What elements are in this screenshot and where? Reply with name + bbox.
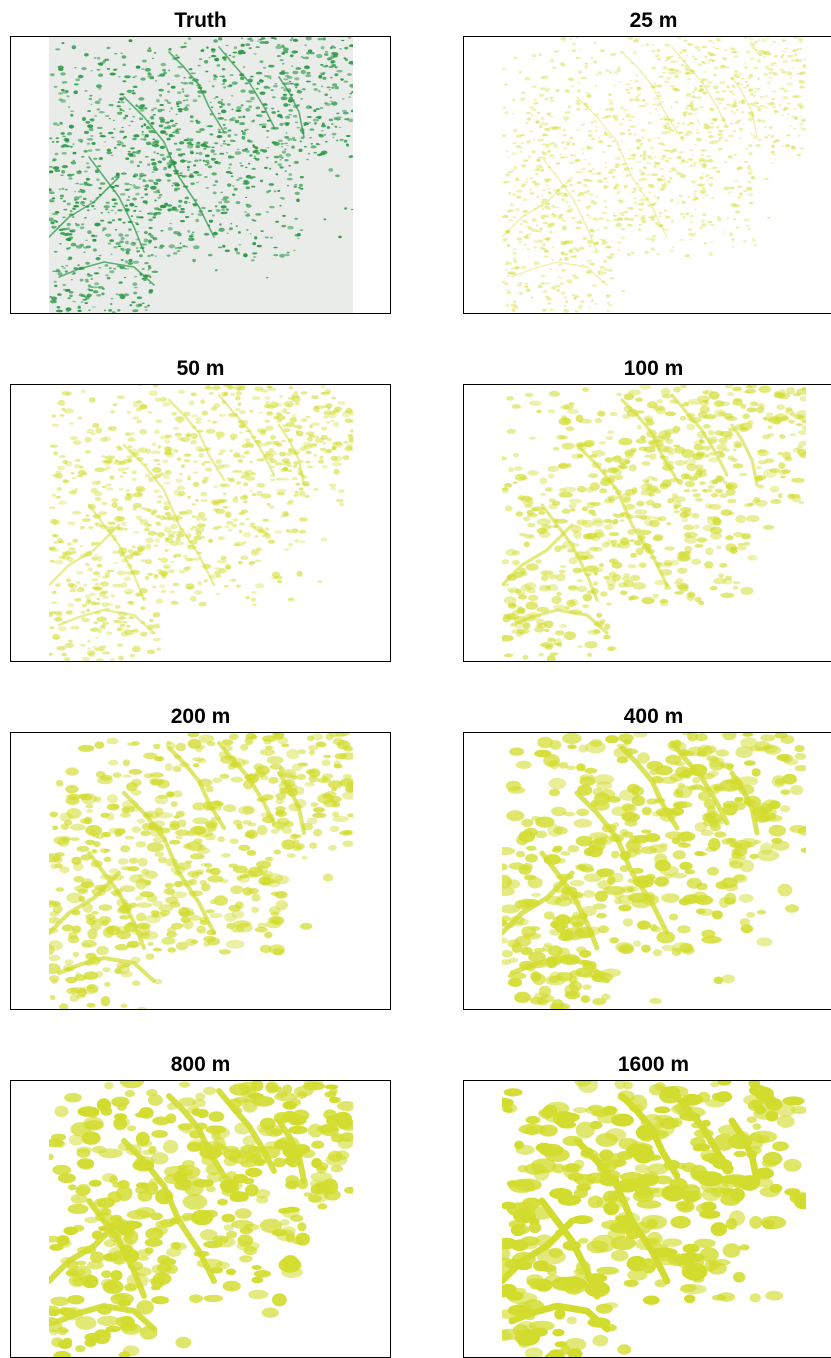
- map-400m: [502, 733, 806, 1009]
- map-frame-200m: [10, 732, 391, 1010]
- map-frame-1600m: [463, 1080, 831, 1358]
- panel-title-25m: 25 m: [463, 8, 831, 34]
- map-frame-100m: [463, 384, 831, 662]
- map-frame-400m: [463, 732, 831, 1010]
- panel-title-800m: 800 m: [10, 1052, 391, 1078]
- map-50m: [49, 385, 353, 661]
- panel-title-100m: 100 m: [463, 356, 831, 382]
- panel-title-truth: Truth: [10, 8, 391, 34]
- panel-title-1600m: 1600 m: [463, 1052, 831, 1078]
- map-frame-25m: [463, 36, 831, 314]
- map-frame-50m: [10, 384, 391, 662]
- map-25m: [502, 37, 806, 313]
- map-frame-truth: [10, 36, 391, 314]
- panel-title-50m: 50 m: [10, 356, 391, 382]
- panel-title-400m: 400 m: [463, 704, 831, 730]
- map-truth: [49, 37, 353, 313]
- map-200m: [49, 733, 353, 1009]
- panel-title-200m: 200 m: [10, 704, 391, 730]
- map-frame-800m: [10, 1080, 391, 1358]
- map-800m: [49, 1081, 353, 1357]
- map-1600m: [502, 1081, 806, 1357]
- map-100m: [502, 385, 806, 661]
